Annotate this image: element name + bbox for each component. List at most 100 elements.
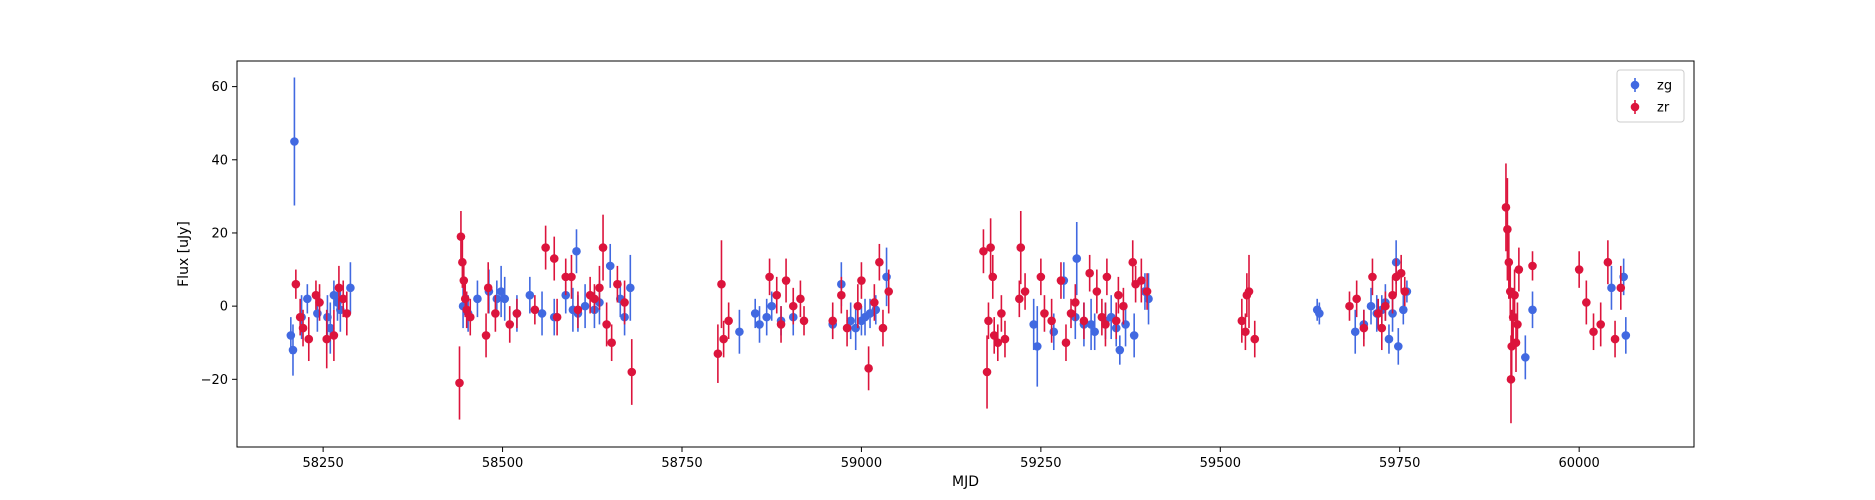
data-point	[1097, 312, 1107, 322]
data-point	[984, 316, 993, 326]
data-point	[1503, 225, 1512, 234]
data-point	[1115, 345, 1125, 355]
data-point	[315, 298, 324, 307]
data-point	[473, 294, 482, 304]
data-point	[1616, 283, 1626, 293]
data-point	[1528, 305, 1537, 315]
data-point	[997, 309, 1006, 318]
data-point	[512, 309, 522, 318]
data-point	[491, 309, 500, 318]
data-point	[1129, 331, 1139, 340]
data-point	[1399, 305, 1408, 315]
data-point	[1610, 334, 1620, 344]
data-point	[1085, 268, 1094, 278]
data-point	[988, 272, 998, 282]
data-point	[1345, 301, 1354, 311]
data-point	[762, 312, 771, 322]
data-point	[1121, 320, 1130, 329]
data-point	[286, 331, 296, 340]
data-point	[713, 349, 723, 359]
data-point	[313, 309, 322, 318]
legend-label: zg	[1657, 79, 1672, 94]
x-tick-label: 58500	[482, 456, 523, 471]
data-point	[1607, 283, 1616, 293]
data-point	[772, 290, 782, 300]
data-point	[342, 309, 352, 318]
data-point	[1350, 327, 1360, 337]
y-tick-label: −20	[201, 373, 228, 388]
data-point	[456, 232, 466, 241]
data-point	[462, 305, 471, 315]
data-point	[549, 254, 559, 263]
data-point	[1128, 257, 1138, 267]
data-point	[1377, 323, 1387, 333]
y-tick-label: 20	[211, 226, 228, 241]
x-tick-label: 60000	[1558, 456, 1599, 471]
data-point	[334, 283, 344, 293]
data-point	[1000, 334, 1010, 344]
data-point	[799, 316, 809, 326]
data-point	[989, 331, 999, 340]
data-point	[1352, 294, 1361, 304]
legend-label: zr	[1657, 101, 1670, 116]
data-point	[1596, 320, 1605, 329]
legend: zg zr	[1616, 69, 1685, 123]
x-tick-label: 59250	[1020, 456, 1061, 471]
data-point	[1029, 320, 1038, 329]
data-point	[1101, 320, 1110, 329]
data-point	[1047, 316, 1056, 326]
data-point	[1513, 320, 1522, 329]
data-point	[1393, 342, 1403, 351]
data-point	[993, 338, 1003, 348]
data-point	[1071, 298, 1080, 307]
data-point	[288, 345, 298, 355]
ticks-layer: 58250 58500 58750 59000 59250 59500 59750 60000…	[201, 80, 1600, 471]
data-point	[1244, 287, 1254, 296]
data-point	[1142, 287, 1152, 296]
data-point	[755, 320, 764, 329]
data-point	[1090, 327, 1099, 337]
legend-entry-zr: zr	[1630, 100, 1670, 116]
data-point	[1114, 290, 1123, 300]
data-point	[598, 243, 608, 252]
data-point	[481, 331, 491, 340]
data-point	[525, 290, 535, 300]
data-point	[1528, 261, 1537, 271]
data-point	[750, 309, 760, 318]
data-point	[1621, 331, 1631, 340]
data-point	[602, 320, 611, 329]
data-point	[776, 320, 786, 329]
data-point	[496, 287, 506, 296]
data-point	[1521, 353, 1530, 362]
data-point	[857, 276, 866, 285]
data-point	[986, 243, 995, 252]
data-point	[1056, 276, 1066, 285]
data-point	[552, 312, 562, 322]
data-point	[530, 305, 540, 315]
data-point	[717, 279, 726, 289]
data-point	[735, 327, 744, 337]
data-point	[837, 290, 846, 300]
data-point	[864, 364, 873, 373]
data-point	[303, 294, 312, 304]
data-point	[492, 294, 502, 304]
x-tick-label: 59000	[841, 456, 882, 471]
data-point	[724, 316, 733, 326]
data-point	[458, 257, 467, 267]
legend-marker	[1630, 102, 1640, 112]
data-point	[1036, 272, 1046, 282]
data-point	[1368, 272, 1377, 282]
data-point	[884, 287, 894, 296]
data-point	[304, 334, 314, 344]
data-point	[796, 294, 805, 304]
data-point	[1040, 309, 1049, 318]
legend-entry-zg: zg	[1630, 78, 1672, 94]
data-point	[541, 243, 550, 252]
data-point	[781, 276, 791, 285]
data-point	[1016, 243, 1026, 252]
data-point	[1504, 257, 1514, 267]
data-point	[1102, 272, 1112, 282]
data-point	[1066, 309, 1076, 318]
y-tick-label: 60	[211, 80, 228, 95]
